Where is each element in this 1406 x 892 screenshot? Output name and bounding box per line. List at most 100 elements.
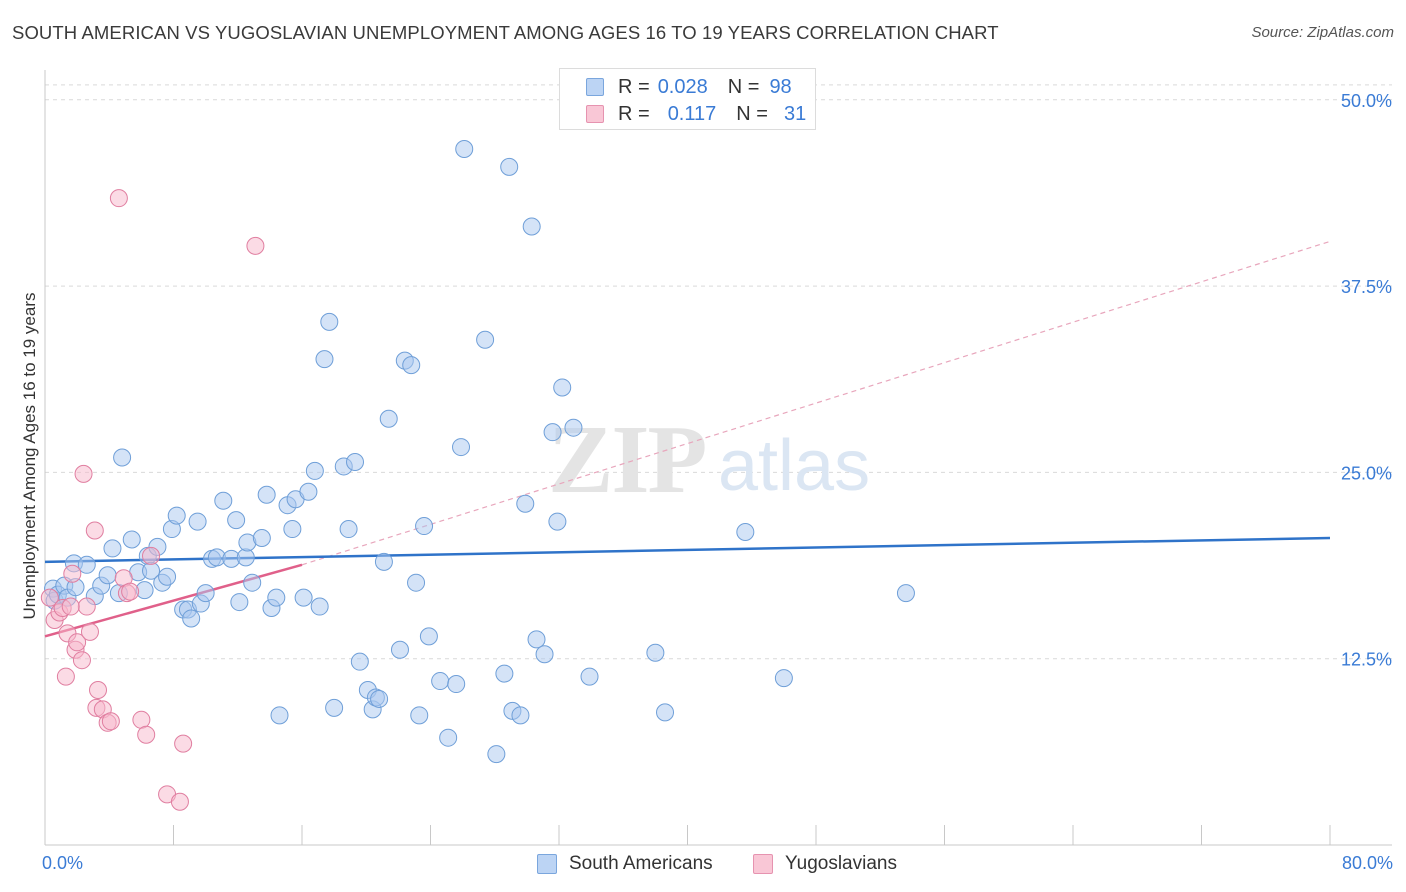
data-point (370, 689, 389, 708)
data-point (350, 652, 369, 671)
data-point (196, 584, 215, 603)
data-point (447, 675, 466, 694)
trend-line-0 (44, 536, 1331, 564)
data-point (564, 418, 583, 437)
data-point (109, 189, 128, 208)
x-tick-label: 80.0% (1342, 853, 1393, 873)
data-point (188, 512, 207, 531)
legend-swatch-south-americans (537, 854, 557, 874)
data-point (252, 528, 271, 547)
data-point (230, 593, 249, 612)
data-point (227, 511, 246, 530)
legend-item-yugoslavians: Yugoslavians (753, 852, 897, 876)
data-point (543, 423, 562, 442)
data-point (85, 521, 104, 540)
legend-n-value: 31 (783, 102, 807, 125)
data-point (896, 584, 915, 603)
data-point (174, 734, 193, 753)
y-tick-label: 50.0% (1341, 91, 1392, 111)
stats-legend: R = 0.028 N = 98 R = 0.117 N = 31 (559, 68, 816, 130)
gridlines (45, 84, 1392, 660)
watermark-atlas: atlas (718, 426, 870, 506)
legend-swatch-south-americans (586, 78, 604, 96)
legend-row-yugoslavians: R = 0.117 N = 31 (586, 101, 806, 127)
x-tick-label: 0.0% (42, 853, 83, 873)
data-point (214, 491, 233, 510)
data-point (511, 706, 530, 725)
data-point (270, 706, 289, 725)
data-point (56, 667, 75, 686)
y-tick-label: 12.5% (1341, 650, 1392, 670)
data-point (294, 588, 313, 607)
data-point (121, 582, 140, 601)
data-point (137, 725, 156, 744)
data-point (305, 461, 324, 480)
data-point (410, 706, 429, 725)
trend-line-dashed-1 (301, 240, 1331, 566)
data-point (656, 703, 675, 722)
legend-n-label: N = (727, 75, 760, 98)
data-point (774, 669, 793, 688)
data-point (407, 573, 426, 592)
data-point (315, 350, 334, 369)
legend-r-label: R = (618, 102, 650, 125)
data-point (299, 482, 318, 501)
data-point (77, 597, 96, 616)
y-tick-label: 37.5% (1341, 277, 1392, 297)
data-point (455, 139, 474, 158)
data-point (182, 609, 201, 628)
data-point (98, 566, 117, 585)
series-south-americans (44, 139, 915, 764)
data-point (320, 312, 339, 331)
data-point (431, 672, 450, 691)
data-points (40, 139, 915, 811)
data-point (495, 664, 514, 683)
data-point (74, 464, 93, 483)
data-point (736, 523, 755, 542)
data-point (415, 517, 434, 536)
data-point (243, 573, 262, 592)
data-point (516, 494, 535, 513)
data-point (158, 567, 177, 586)
data-point (122, 530, 141, 549)
data-point (580, 667, 599, 686)
data-point (439, 728, 458, 747)
data-point (646, 643, 665, 662)
chart-source: Source: ZipAtlas.com (1251, 24, 1394, 41)
data-point (40, 588, 59, 607)
legend-swatch-yugoslavians (586, 105, 604, 123)
legend-r-value: 0.117 (667, 102, 717, 125)
series-yugoslavians (40, 189, 265, 811)
data-point (476, 330, 495, 349)
data-point (379, 409, 398, 428)
data-point (452, 438, 471, 457)
tick-labels: 12.5% 25.0% 37.5% 50.0% 0.0% 80.0% (42, 91, 1393, 873)
data-point (535, 645, 554, 664)
data-point (63, 564, 82, 583)
data-point (267, 588, 286, 607)
data-point (283, 520, 302, 539)
legend-r-value: 0.028 (657, 75, 708, 98)
data-point (257, 485, 276, 504)
data-point (80, 622, 99, 641)
data-point (72, 651, 91, 670)
legend-label-south-americans: South Americans (569, 853, 713, 874)
data-point (419, 627, 438, 646)
data-point (374, 552, 393, 571)
data-point (61, 597, 80, 616)
legend-r-label: R = (618, 75, 650, 98)
data-point (487, 745, 506, 764)
y-tick-label: 25.0% (1341, 463, 1392, 483)
axes (44, 70, 1392, 846)
data-point (527, 630, 546, 649)
data-point (77, 555, 96, 574)
chart-title: SOUTH AMERICAN VS YUGOSLAVIAN UNEMPLOYME… (12, 22, 999, 43)
data-point (402, 356, 421, 375)
data-point (553, 378, 572, 397)
legend-n-value: 98 (769, 75, 792, 98)
data-point (167, 506, 186, 525)
data-point (68, 633, 87, 652)
data-point (170, 792, 189, 811)
legend-swatch-yugoslavians (753, 854, 773, 874)
